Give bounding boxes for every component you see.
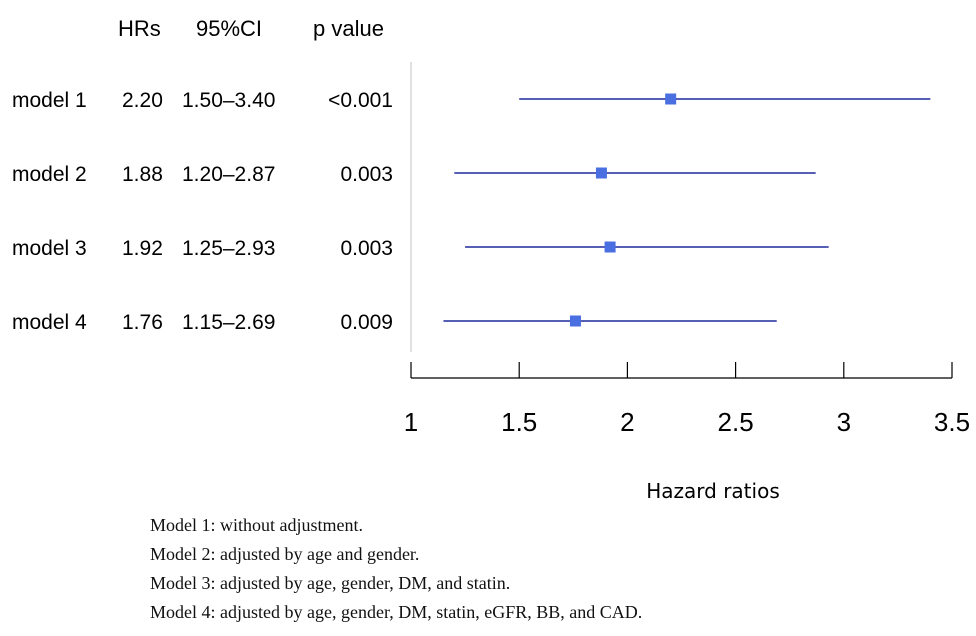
- table-row-1: model 1 2.20 1.50–3.40 <0.001: [12, 89, 393, 112]
- footnotes: Model 1: without adjustment. Model 2: ad…: [150, 511, 642, 627]
- model-label: model 1: [12, 89, 87, 112]
- point-estimate: [665, 93, 677, 105]
- ci-value: 1.20–2.87: [182, 163, 275, 186]
- footnote-model-1: Model 1: without adjustment.: [150, 515, 363, 535]
- hr-value: 1.92: [122, 237, 163, 260]
- model-label: model 4: [12, 311, 87, 334]
- point-estimate: [604, 241, 616, 253]
- point-estimate: [569, 315, 581, 327]
- x-tick-label: 3.5: [934, 407, 970, 437]
- x-tick-label: 1: [404, 407, 418, 437]
- header-ci: 95%CI: [196, 16, 262, 41]
- ci-value: 1.25–2.93: [182, 237, 275, 260]
- p-value: 0.003: [340, 163, 393, 186]
- hr-value: 2.20: [122, 89, 163, 112]
- header-p-value: p value: [313, 16, 384, 41]
- forest-plot: HRs 95%CI p value model 1 2.20 1.50–3.40…: [12, 16, 970, 503]
- p-value: <0.001: [328, 89, 393, 112]
- p-value: 0.003: [340, 237, 393, 260]
- point-estimate: [595, 167, 607, 179]
- p-value: 0.009: [340, 311, 393, 334]
- table-headers: HRs 95%CI p value: [118, 16, 384, 41]
- plot-area: 1 1.5 2 2.5 3 3.5: [404, 62, 970, 437]
- x-axis-label: Hazard ratios: [646, 479, 780, 503]
- x-tick-label: 2.5: [718, 407, 754, 437]
- ci-value: 1.50–3.40: [182, 89, 275, 112]
- x-tick-label: 1.5: [501, 407, 537, 437]
- footnote-model-2: Model 2: adjusted by age and gender.: [150, 544, 420, 564]
- table-row-3: model 3 1.92 1.25–2.93 0.003: [12, 237, 393, 260]
- table-row-4: model 4 1.76 1.15–2.69 0.009: [12, 311, 393, 334]
- hr-value: 1.76: [122, 311, 163, 334]
- header-hrs: HRs: [118, 16, 161, 41]
- ci-value: 1.15–2.69: [182, 311, 275, 334]
- hr-value: 1.88: [122, 163, 163, 186]
- x-tick-label: 2: [620, 407, 634, 437]
- footnote-model-4: Model 4: adjusted by age, gender, DM, st…: [150, 602, 643, 622]
- footnote-model-3: Model 3: adjusted by age, gender, DM, an…: [150, 573, 511, 593]
- model-label: model 2: [12, 163, 87, 186]
- table-row-2: model 2 1.88 1.20–2.87 0.003: [12, 163, 393, 186]
- x-tick-label: 3: [837, 407, 851, 437]
- model-label: model 3: [12, 237, 87, 260]
